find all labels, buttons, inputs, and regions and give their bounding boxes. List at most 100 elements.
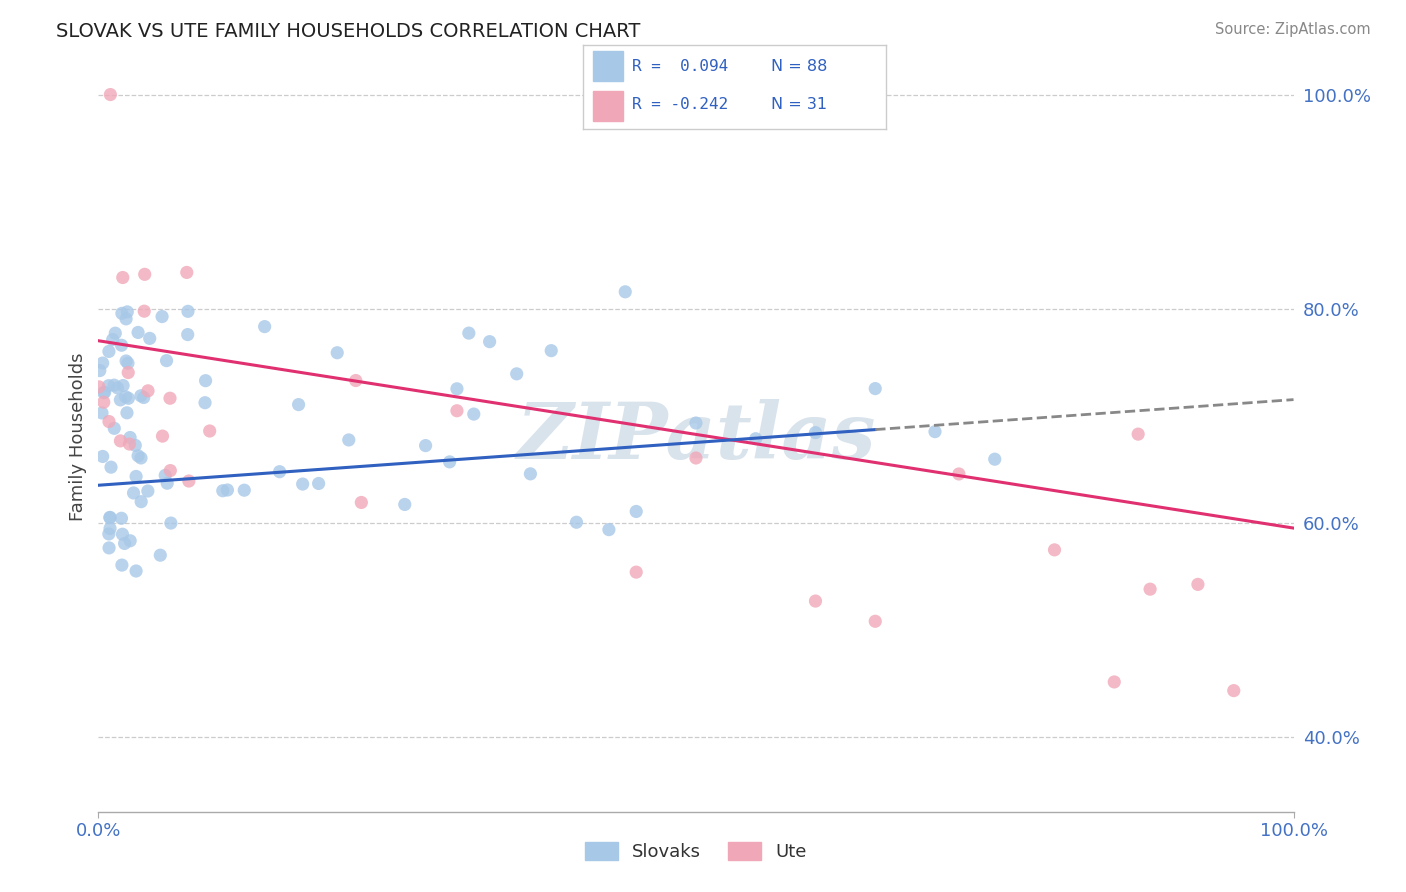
Point xyxy=(1187,577,1209,591)
Point xyxy=(111,270,134,285)
Point xyxy=(394,498,416,512)
Bar xyxy=(592,91,623,120)
Point xyxy=(626,565,648,579)
Point xyxy=(91,450,114,464)
Point xyxy=(519,467,541,481)
Point xyxy=(344,374,367,388)
Point xyxy=(120,430,142,444)
Point xyxy=(91,356,114,370)
Point xyxy=(463,407,485,421)
Point xyxy=(111,558,134,573)
Point xyxy=(194,395,217,409)
Point xyxy=(98,510,121,524)
Point xyxy=(152,429,174,443)
Text: R =  0.094: R = 0.094 xyxy=(631,59,728,74)
Point xyxy=(110,338,132,352)
Point xyxy=(1128,427,1150,442)
Point xyxy=(155,468,177,483)
Point xyxy=(129,389,152,403)
Point xyxy=(156,476,179,491)
Point xyxy=(127,449,149,463)
Point xyxy=(745,432,768,446)
Point xyxy=(865,382,887,396)
Point xyxy=(115,311,138,326)
Point xyxy=(457,326,479,340)
Point xyxy=(115,354,138,368)
Point xyxy=(614,285,637,299)
Point xyxy=(98,510,121,524)
Point xyxy=(89,363,111,377)
Point xyxy=(176,265,198,279)
Point xyxy=(177,474,200,488)
Point xyxy=(211,483,233,498)
Text: N = 31: N = 31 xyxy=(770,97,827,112)
Point xyxy=(127,326,149,340)
Text: ZIPatlas: ZIPatlas xyxy=(516,399,876,475)
Point xyxy=(98,415,121,429)
Point xyxy=(122,486,145,500)
Point xyxy=(115,406,138,420)
Point xyxy=(598,523,620,537)
Point xyxy=(118,437,141,451)
Point xyxy=(626,504,648,518)
Point xyxy=(104,326,127,341)
Point xyxy=(87,380,110,394)
Point xyxy=(685,450,707,465)
Point xyxy=(984,452,1007,467)
Point xyxy=(98,87,122,102)
Point xyxy=(114,390,136,404)
Point xyxy=(350,495,373,509)
Point xyxy=(134,268,156,282)
Point xyxy=(97,378,120,392)
Point xyxy=(93,385,115,400)
Point xyxy=(136,483,159,498)
Point xyxy=(100,460,122,475)
Point xyxy=(103,421,125,435)
Point xyxy=(948,467,970,481)
Point xyxy=(1223,683,1246,698)
Point xyxy=(103,378,125,392)
Point xyxy=(98,541,121,555)
Point xyxy=(111,527,134,541)
Point xyxy=(155,353,177,368)
Point xyxy=(217,483,239,497)
Point xyxy=(924,425,946,439)
Point xyxy=(1104,675,1126,690)
Point xyxy=(326,345,349,359)
Point xyxy=(134,304,156,318)
Point xyxy=(124,438,146,452)
Point xyxy=(117,356,139,370)
Point xyxy=(446,382,468,396)
Point xyxy=(125,469,148,483)
Point xyxy=(233,483,256,498)
Point xyxy=(446,403,468,417)
Point xyxy=(439,455,461,469)
Point xyxy=(337,433,360,447)
Point xyxy=(506,367,529,381)
Point xyxy=(112,378,135,392)
Point xyxy=(804,425,827,440)
Point xyxy=(177,327,200,342)
Y-axis label: Family Households: Family Households xyxy=(69,353,87,521)
Point xyxy=(129,450,152,465)
Point xyxy=(117,392,139,406)
Point xyxy=(194,374,217,388)
Point xyxy=(177,304,200,318)
Point xyxy=(97,527,120,541)
Point xyxy=(865,615,887,629)
Point xyxy=(804,594,827,608)
Text: N = 88: N = 88 xyxy=(770,59,827,74)
Point xyxy=(101,333,124,347)
Point xyxy=(1043,542,1066,557)
Point xyxy=(253,319,276,334)
Point xyxy=(150,310,173,324)
Point xyxy=(114,536,136,550)
Point xyxy=(149,548,172,562)
Point xyxy=(308,476,330,491)
Point xyxy=(98,521,121,535)
Point xyxy=(685,416,707,430)
Point xyxy=(120,533,142,548)
Point xyxy=(110,434,132,448)
Point xyxy=(540,343,562,358)
Point xyxy=(107,381,129,395)
